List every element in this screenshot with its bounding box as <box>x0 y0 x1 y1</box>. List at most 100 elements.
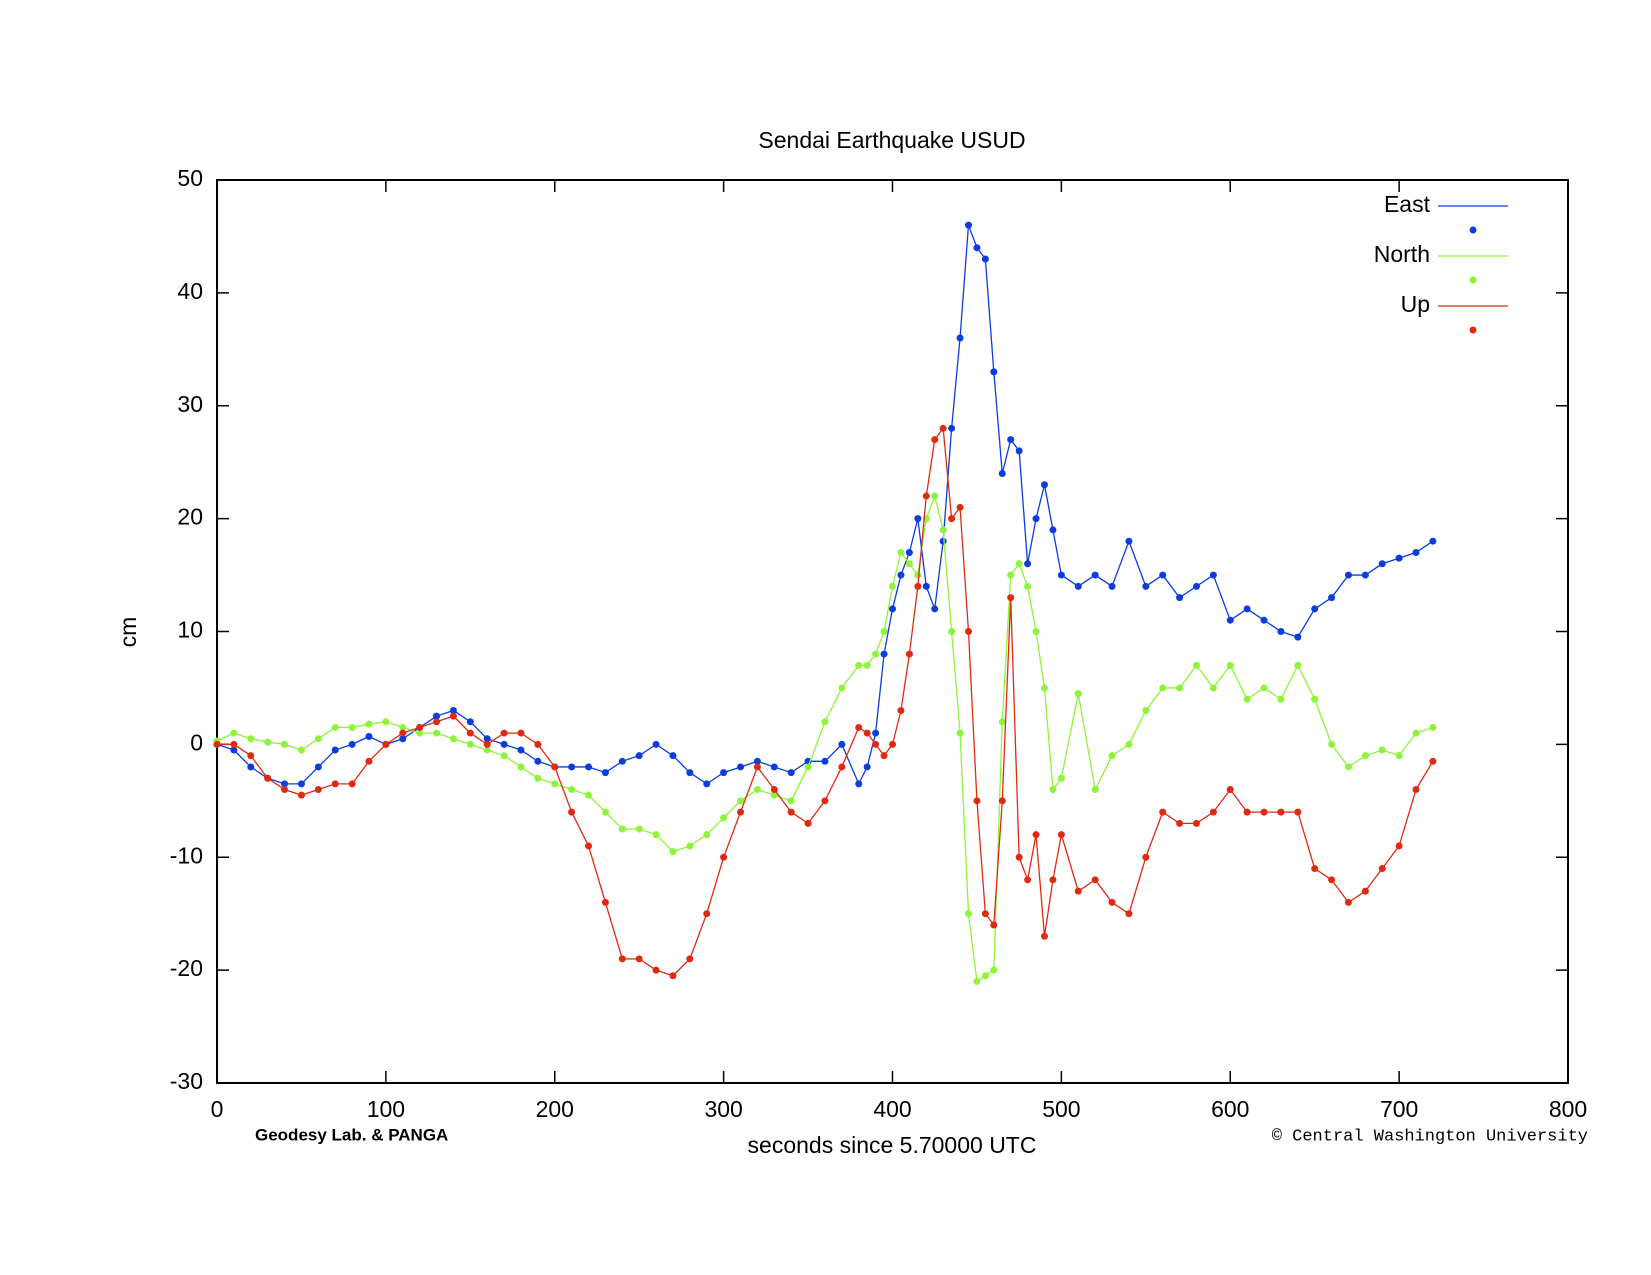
data-point <box>230 729 238 737</box>
data-point <box>1209 571 1217 579</box>
data-point <box>880 628 888 635</box>
data-point <box>466 718 474 726</box>
data-point <box>618 955 626 963</box>
data-point <box>1125 740 1133 748</box>
data-point <box>1395 752 1403 760</box>
data-point <box>449 735 457 743</box>
data-point <box>872 650 880 658</box>
data-point <box>1142 853 1150 861</box>
x-tick-label: 400 <box>873 1096 911 1122</box>
data-point <box>1311 695 1319 703</box>
data-point <box>534 757 542 765</box>
data-point <box>618 825 626 833</box>
data-point <box>500 740 508 748</box>
data-point <box>652 740 660 748</box>
data-point <box>1361 887 1369 895</box>
data-point <box>483 740 491 748</box>
data-point <box>382 718 390 726</box>
data-point <box>1260 616 1268 624</box>
data-point <box>964 910 972 918</box>
data-point <box>948 424 956 432</box>
data-point <box>1159 808 1167 816</box>
data-point <box>686 842 694 850</box>
data-point <box>1294 808 1302 816</box>
data-point <box>956 503 964 511</box>
y-tick-label: 0 <box>190 729 203 755</box>
data-point <box>1378 746 1386 754</box>
data-point <box>1057 571 1065 579</box>
data-point <box>872 729 880 737</box>
data-point <box>1074 887 1082 895</box>
x-tick-label: 100 <box>367 1096 405 1122</box>
data-point <box>500 729 508 737</box>
data-point <box>1091 571 1099 579</box>
data-point <box>1032 515 1040 523</box>
data-point <box>1209 808 1217 816</box>
chart-title: Sendai Earthquake USUD <box>758 127 1025 153</box>
data-point <box>669 752 677 760</box>
data-point <box>365 757 373 765</box>
data-point <box>939 537 947 545</box>
data-point <box>686 955 694 963</box>
data-point <box>365 732 373 740</box>
data-point <box>1024 876 1032 884</box>
x-tick-label: 500 <box>1042 1096 1080 1122</box>
y-tick-label: 10 <box>177 617 203 643</box>
data-point <box>905 548 913 556</box>
data-point <box>1294 661 1302 669</box>
data-point <box>669 848 677 856</box>
data-point <box>1159 684 1167 692</box>
data-point <box>686 769 694 777</box>
data-point <box>1015 447 1023 455</box>
data-point <box>914 515 922 523</box>
data-point <box>1024 582 1032 590</box>
data-point <box>964 221 972 229</box>
data-point <box>500 752 508 760</box>
data-point <box>1243 808 1251 816</box>
data-point <box>889 582 896 590</box>
data-point <box>998 718 1006 726</box>
data-point <box>922 582 930 590</box>
data-point <box>863 661 871 669</box>
data-point <box>889 605 896 613</box>
data-point <box>889 740 896 748</box>
data-point <box>770 763 778 771</box>
data-point <box>399 723 407 731</box>
data-point <box>1091 876 1099 884</box>
data-point <box>897 707 905 715</box>
data-point <box>416 729 424 737</box>
data-point <box>1040 481 1048 489</box>
data-point <box>737 797 745 805</box>
data-point <box>348 780 356 788</box>
series-line <box>217 426 1434 977</box>
data-point <box>787 808 795 816</box>
data-point <box>973 797 981 805</box>
copyright: © Central Washington University <box>1272 1127 1588 1146</box>
data-point <box>1361 752 1369 760</box>
data-point <box>998 469 1006 477</box>
data-point <box>652 966 660 974</box>
legend-label: East <box>1384 191 1431 217</box>
data-point <box>1277 628 1285 635</box>
data-point <box>948 628 956 635</box>
data-point <box>551 780 559 788</box>
data-point <box>365 720 373 728</box>
data-point <box>517 729 525 737</box>
data-point <box>652 831 660 839</box>
data-point <box>534 774 542 782</box>
data-point <box>737 808 745 816</box>
data-point <box>939 424 947 432</box>
data-point <box>931 605 939 613</box>
data-point <box>314 735 322 743</box>
data-point <box>1260 684 1268 692</box>
data-point <box>1378 560 1386 568</box>
data-point <box>331 746 339 754</box>
data-point <box>973 244 981 252</box>
data-point <box>1395 554 1403 562</box>
data-point <box>1328 740 1336 748</box>
data-point <box>1361 571 1369 579</box>
credit: Geodesy Lab. & PANGA <box>255 1125 448 1144</box>
data-point <box>1074 582 1082 590</box>
data-point <box>449 707 457 715</box>
data-point <box>1328 594 1336 602</box>
